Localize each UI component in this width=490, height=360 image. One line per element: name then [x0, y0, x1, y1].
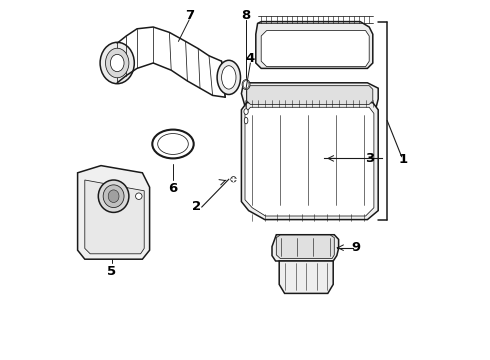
Ellipse shape	[105, 48, 129, 78]
Polygon shape	[247, 86, 373, 104]
Polygon shape	[242, 103, 378, 220]
Ellipse shape	[100, 42, 134, 84]
Polygon shape	[279, 261, 333, 293]
Text: 2: 2	[192, 201, 201, 213]
Text: 4: 4	[246, 52, 255, 65]
Ellipse shape	[98, 180, 129, 212]
Text: 3: 3	[365, 152, 374, 165]
Polygon shape	[242, 83, 378, 106]
Polygon shape	[77, 166, 149, 259]
Ellipse shape	[136, 193, 142, 199]
Ellipse shape	[108, 190, 119, 202]
Ellipse shape	[242, 80, 250, 90]
Text: 7: 7	[185, 9, 194, 22]
Ellipse shape	[245, 117, 248, 124]
Ellipse shape	[221, 66, 236, 89]
Polygon shape	[272, 235, 339, 261]
Text: 6: 6	[169, 183, 177, 195]
Polygon shape	[256, 22, 373, 68]
Text: 9: 9	[351, 241, 361, 254]
Ellipse shape	[103, 185, 124, 207]
Text: 8: 8	[242, 9, 251, 22]
Polygon shape	[85, 180, 144, 254]
Ellipse shape	[244, 109, 248, 114]
Ellipse shape	[217, 60, 241, 94]
Ellipse shape	[231, 177, 236, 182]
Polygon shape	[245, 107, 374, 216]
Text: 1: 1	[399, 153, 408, 166]
Ellipse shape	[110, 54, 124, 72]
Ellipse shape	[152, 130, 194, 158]
Polygon shape	[261, 31, 369, 67]
Polygon shape	[276, 235, 334, 258]
Ellipse shape	[158, 134, 188, 154]
Ellipse shape	[243, 81, 249, 89]
Text: 5: 5	[107, 265, 116, 278]
